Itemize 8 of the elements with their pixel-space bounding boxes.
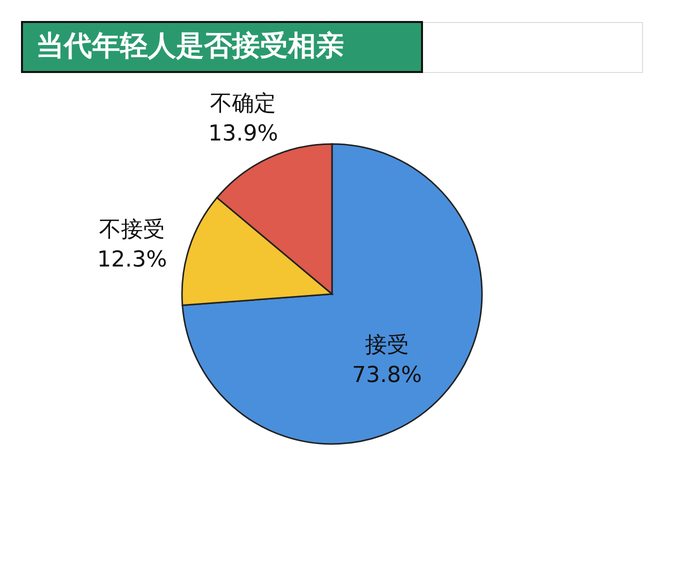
slice-label: 接受 [364, 332, 409, 358]
slice-label: 不确定 [210, 92, 276, 117]
slice-label: 不接受 [99, 218, 166, 243]
chart-title: 当代年轻人是否接受相亲 [36, 29, 344, 62]
data-label: 73.8% [352, 362, 422, 388]
data-label: 12.3% [97, 248, 168, 273]
pie-slice [182, 143, 483, 445]
data-label: 13.9% [208, 122, 278, 147]
